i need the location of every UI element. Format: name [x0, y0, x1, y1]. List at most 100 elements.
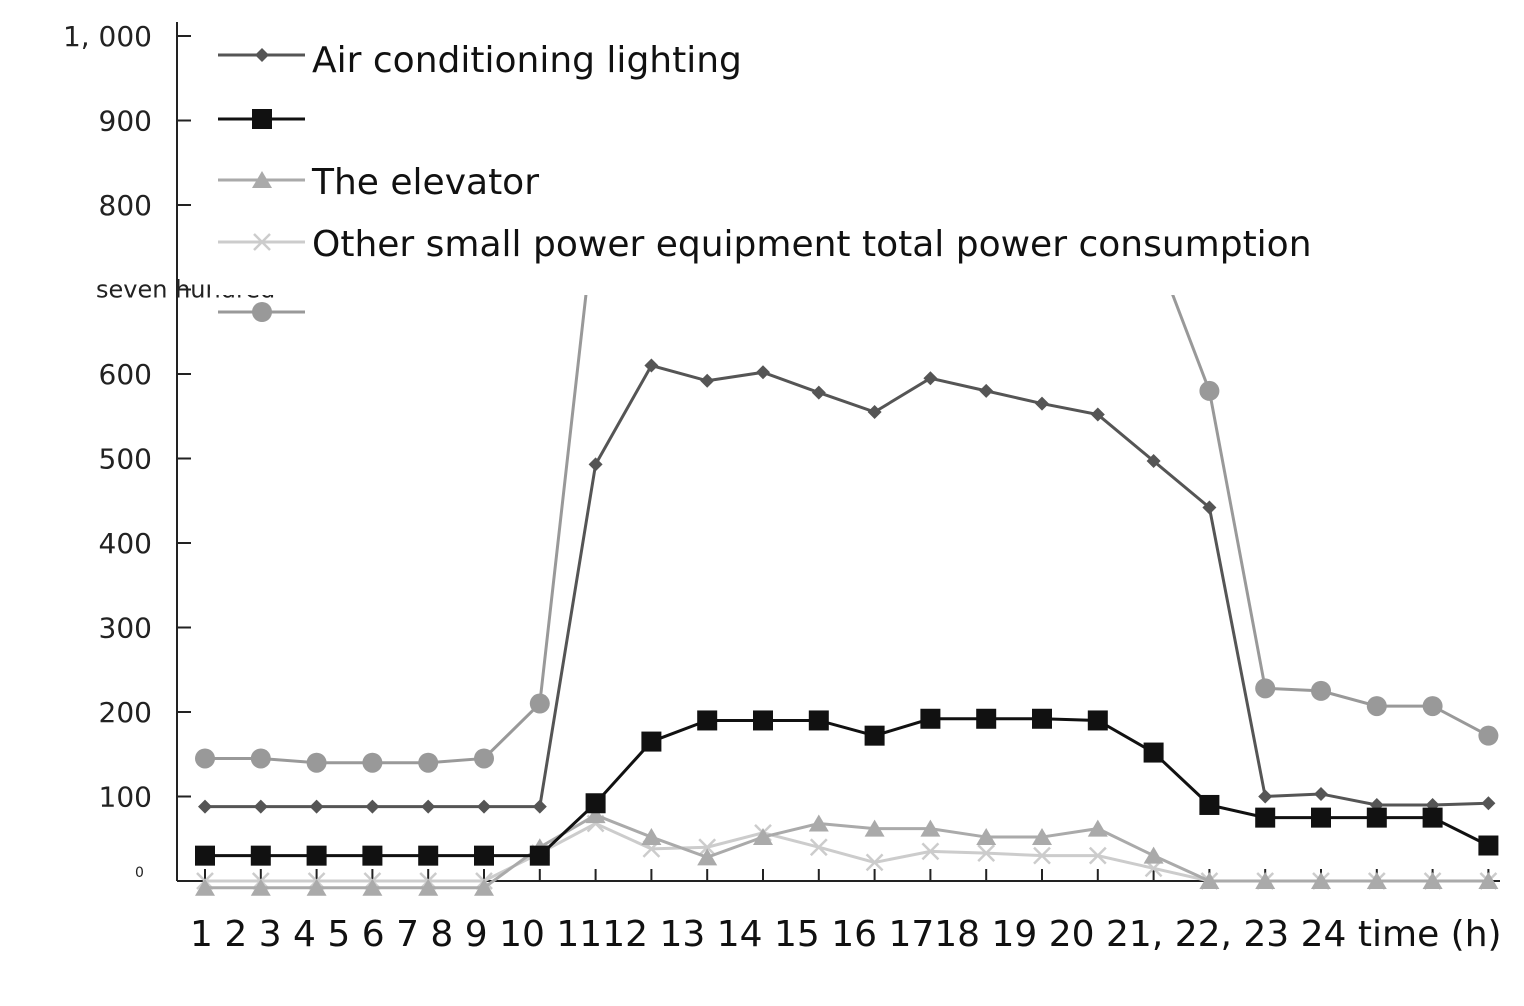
data-point [362, 878, 383, 896]
data-point [698, 838, 717, 857]
data-point [1366, 872, 1387, 889]
data-point [976, 828, 997, 846]
data-point [195, 845, 215, 866]
data-point [588, 457, 603, 472]
series-1 [198, 358, 1496, 814]
data-point [529, 845, 550, 866]
data-point [250, 878, 271, 896]
data-point [1033, 846, 1051, 865]
legend-entry-5 [218, 302, 305, 322]
data-point [1143, 846, 1164, 864]
data-point [306, 878, 327, 896]
data-point [864, 819, 885, 837]
data-point [641, 731, 662, 752]
y-tick-label: 1, 000 [63, 20, 152, 53]
data-point [977, 844, 996, 862]
legend-background [210, 30, 1450, 295]
data-point [253, 799, 268, 814]
data-point [362, 845, 383, 866]
data-point [195, 878, 215, 896]
data-point [1422, 696, 1443, 717]
data-point [1087, 819, 1108, 837]
x-tick-labels: 1 2 3 4 5 6 7 8 9 10 1112 13 14 15 16 17… [190, 914, 1502, 955]
data-point [921, 842, 940, 861]
data-point [365, 799, 380, 814]
data-point [474, 748, 494, 769]
data-point [700, 373, 715, 388]
data-point [1255, 872, 1276, 889]
data-point [1478, 872, 1499, 889]
data-point [1258, 789, 1273, 804]
y-tick-label: 0 [135, 865, 144, 881]
data-point [474, 878, 494, 896]
y-tick-label: 300 [99, 612, 152, 645]
data-point [1311, 807, 1331, 828]
legend-swatch-marker [252, 171, 272, 188]
data-point [923, 371, 938, 386]
y-tick-label: 900 [99, 105, 152, 138]
legend-swatch-marker [255, 48, 269, 62]
data-point [753, 710, 773, 731]
legend-label: Other small power equipment total power … [312, 224, 1312, 265]
legend-swatch-marker [252, 302, 272, 322]
data-point [474, 845, 494, 866]
x-tick-labels-text: 1 2 3 4 5 6 7 8 9 10 1112 13 14 15 16 17… [190, 914, 1502, 955]
data-point [250, 748, 271, 769]
legend-label: The elevator [311, 162, 539, 203]
y-tick-label: 100 [99, 781, 152, 814]
data-point [1087, 710, 1108, 731]
data-point [920, 708, 941, 729]
data-point [585, 806, 606, 824]
data-point [808, 710, 829, 731]
legend-swatch-marker [252, 109, 272, 129]
data-point [1255, 807, 1276, 828]
data-point [418, 845, 439, 866]
data-point [309, 799, 324, 814]
data-point [198, 799, 212, 814]
data-point [1032, 708, 1052, 729]
y-tick-label: 200 [99, 696, 152, 729]
data-point [1035, 396, 1049, 411]
data-point [753, 828, 773, 846]
data-point [1311, 872, 1331, 889]
data-point [1366, 807, 1387, 828]
data-point [306, 752, 327, 773]
data-point [644, 358, 659, 373]
data-point [1088, 846, 1107, 865]
data-point [697, 710, 718, 731]
data-point [532, 799, 547, 814]
data-point [865, 853, 884, 872]
data-point [1422, 872, 1443, 889]
data-point [811, 385, 826, 400]
data-point [195, 748, 215, 769]
y-tick-label: 800 [99, 189, 152, 222]
legend-entry-1: Air conditioning lighting [218, 40, 742, 81]
legend-swatch-marker [253, 233, 271, 251]
data-point [864, 725, 885, 746]
data-point [1032, 828, 1052, 846]
data-point [418, 752, 439, 773]
data-point [1311, 680, 1331, 701]
legend-label: Air conditioning lighting [312, 40, 742, 81]
data-point [808, 814, 829, 832]
data-point [1255, 678, 1276, 699]
data-point [529, 693, 550, 714]
series-line [205, 363, 1489, 809]
data-point [756, 365, 770, 380]
data-point [1202, 500, 1217, 515]
legend-entry-3: The elevator [218, 162, 539, 203]
data-point [585, 793, 606, 814]
data-point [477, 799, 491, 814]
legend-entry-4: Other small power equipment total power … [218, 224, 1312, 265]
data-point [1366, 696, 1387, 717]
data-point [362, 752, 383, 773]
data-point [1143, 742, 1164, 763]
data-point [697, 848, 718, 866]
data-point [421, 799, 436, 814]
data-point [1314, 786, 1328, 801]
legend-entry-2 [218, 109, 305, 129]
data-point [976, 708, 997, 729]
data-point [979, 383, 994, 398]
y-tick-label: 600 [99, 358, 152, 391]
